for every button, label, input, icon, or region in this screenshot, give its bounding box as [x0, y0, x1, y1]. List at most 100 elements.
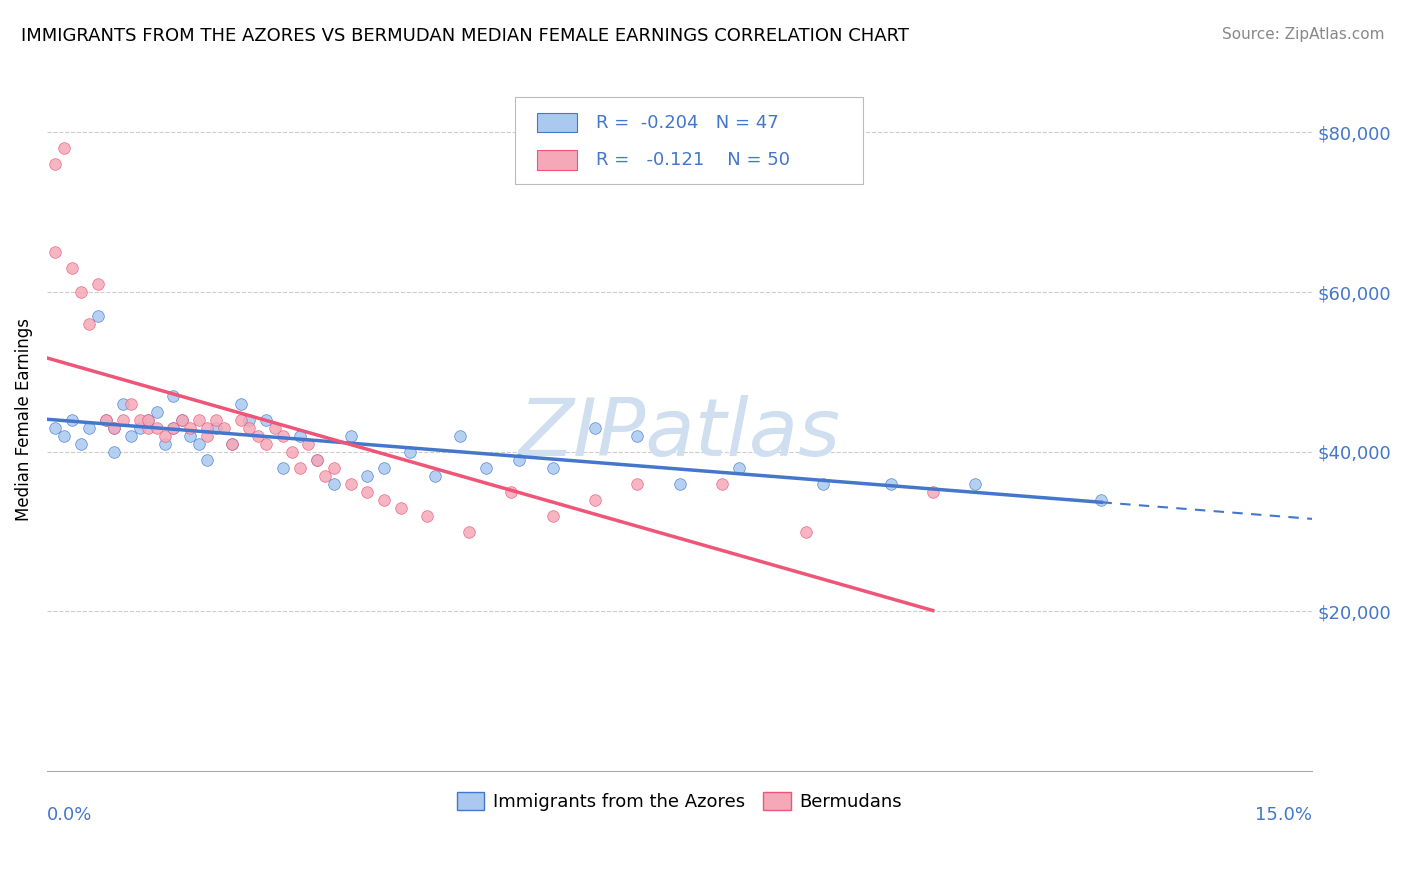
- Point: [153, 429, 176, 443]
- Point: [238, 413, 260, 427]
- Point: [1090, 492, 1112, 507]
- Point: [499, 484, 522, 499]
- Point: [305, 452, 328, 467]
- Point: [128, 421, 150, 435]
- Text: R =   -0.121    N = 50: R = -0.121 N = 50: [596, 151, 790, 169]
- Point: [373, 460, 395, 475]
- Point: [86, 277, 108, 291]
- Legend: Immigrants from the Azores, Bermudans: Immigrants from the Azores, Bermudans: [450, 785, 910, 818]
- Point: [145, 421, 167, 435]
- Point: [541, 508, 564, 523]
- Point: [204, 421, 226, 435]
- Text: ZIPatlas: ZIPatlas: [519, 395, 841, 473]
- Point: [195, 429, 218, 443]
- Point: [94, 413, 117, 427]
- Point: [626, 429, 648, 443]
- Point: [288, 460, 311, 475]
- Point: [170, 413, 193, 427]
- Point: [187, 413, 209, 427]
- Point: [727, 460, 749, 475]
- Point: [179, 421, 201, 435]
- Point: [322, 476, 344, 491]
- Point: [103, 421, 125, 435]
- Point: [541, 460, 564, 475]
- Point: [44, 421, 66, 435]
- Point: [921, 484, 943, 499]
- Point: [297, 437, 319, 451]
- Point: [179, 429, 201, 443]
- Point: [44, 245, 66, 260]
- Point: [229, 413, 252, 427]
- Point: [170, 413, 193, 427]
- Point: [103, 421, 125, 435]
- Point: [710, 476, 733, 491]
- Point: [288, 429, 311, 443]
- Point: [120, 429, 142, 443]
- Point: [195, 452, 218, 467]
- Point: [423, 468, 446, 483]
- Point: [314, 468, 336, 483]
- Point: [69, 285, 91, 299]
- Point: [111, 397, 134, 411]
- Point: [128, 413, 150, 427]
- Point: [271, 460, 294, 475]
- Point: [254, 437, 277, 451]
- Point: [153, 437, 176, 451]
- Point: [263, 421, 285, 435]
- Point: [103, 444, 125, 458]
- Point: [415, 508, 437, 523]
- Point: [111, 413, 134, 427]
- Y-axis label: Median Female Earnings: Median Female Earnings: [15, 318, 32, 521]
- Point: [879, 476, 901, 491]
- Point: [668, 476, 690, 491]
- Point: [246, 429, 269, 443]
- Point: [86, 309, 108, 323]
- Text: 0.0%: 0.0%: [46, 806, 93, 824]
- Point: [136, 413, 159, 427]
- Text: IMMIGRANTS FROM THE AZORES VS BERMUDAN MEDIAN FEMALE EARNINGS CORRELATION CHART: IMMIGRANTS FROM THE AZORES VS BERMUDAN M…: [21, 27, 910, 45]
- Point: [44, 157, 66, 171]
- Point: [583, 421, 606, 435]
- Point: [229, 397, 252, 411]
- Point: [322, 460, 344, 475]
- FancyBboxPatch shape: [537, 112, 576, 132]
- Point: [162, 421, 184, 435]
- FancyBboxPatch shape: [537, 150, 576, 169]
- Text: R =  -0.204   N = 47: R = -0.204 N = 47: [596, 113, 779, 132]
- Point: [69, 437, 91, 451]
- Point: [339, 429, 361, 443]
- Point: [145, 405, 167, 419]
- Point: [356, 468, 378, 483]
- Point: [52, 429, 75, 443]
- Point: [238, 421, 260, 435]
- Text: Source: ZipAtlas.com: Source: ZipAtlas.com: [1222, 27, 1385, 42]
- Point: [398, 444, 420, 458]
- FancyBboxPatch shape: [515, 96, 863, 185]
- Point: [271, 429, 294, 443]
- Point: [280, 444, 302, 458]
- Point: [373, 492, 395, 507]
- Point: [120, 397, 142, 411]
- Point: [187, 437, 209, 451]
- Point: [221, 437, 243, 451]
- Point: [77, 317, 100, 331]
- Point: [136, 421, 159, 435]
- Point: [389, 500, 412, 515]
- Point: [136, 413, 159, 427]
- Point: [339, 476, 361, 491]
- Point: [963, 476, 986, 491]
- Point: [457, 524, 479, 539]
- Point: [583, 492, 606, 507]
- Point: [811, 476, 834, 491]
- Point: [212, 421, 235, 435]
- Point: [60, 413, 83, 427]
- Point: [195, 421, 218, 435]
- Point: [356, 484, 378, 499]
- Point: [626, 476, 648, 491]
- Point: [305, 452, 328, 467]
- Point: [60, 261, 83, 276]
- Point: [94, 413, 117, 427]
- Point: [162, 421, 184, 435]
- Point: [254, 413, 277, 427]
- Point: [52, 141, 75, 155]
